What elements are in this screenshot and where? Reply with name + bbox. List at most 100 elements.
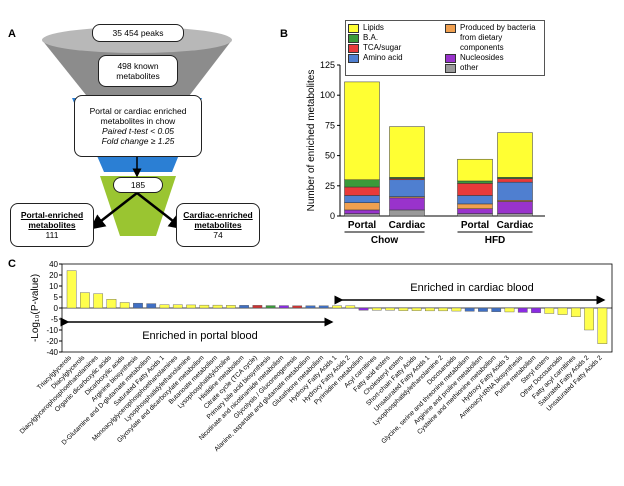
y-axis-label: Number of enriched metabolites bbox=[306, 70, 317, 212]
bar bbox=[464, 307, 475, 312]
bar-segment bbox=[389, 179, 425, 197]
bar bbox=[398, 307, 409, 311]
bar bbox=[292, 305, 303, 309]
bar-segment bbox=[457, 195, 493, 205]
bar-segment bbox=[497, 213, 533, 217]
legend-item: Produced by bacteria from dietary compon… bbox=[445, 23, 542, 53]
y-tick-label: 0 bbox=[54, 304, 59, 313]
bar-segment bbox=[457, 183, 493, 196]
bar bbox=[226, 305, 236, 309]
bar bbox=[265, 305, 276, 309]
legend: Lipids B.A. TCA/sugar Amino acid Produced by… bbox=[345, 20, 545, 76]
y-tick-label: -5 bbox=[51, 315, 59, 324]
bar bbox=[504, 307, 515, 313]
x-tick-label: Cardiac bbox=[389, 220, 426, 231]
legend-swatch bbox=[348, 34, 359, 43]
bar-segment bbox=[389, 126, 425, 178]
node-label: 498 known metabolites bbox=[116, 60, 160, 81]
x-tick-label: Cardiac bbox=[497, 220, 534, 231]
y-tick-label: 75 bbox=[325, 120, 335, 130]
y-tick-label: -20 bbox=[46, 337, 58, 346]
group-label: HFD bbox=[485, 235, 506, 246]
node-count: 111 bbox=[45, 230, 59, 241]
y-tick-label: 5 bbox=[54, 293, 59, 302]
y-tick-label: 25 bbox=[325, 181, 335, 191]
y-tick-label: -40 bbox=[46, 348, 58, 357]
bar bbox=[451, 307, 462, 312]
node: 185 bbox=[113, 177, 163, 193]
legend-label: Lipids bbox=[363, 23, 384, 32]
node-label: Portal-enriched metabolites bbox=[20, 209, 84, 230]
bar-segment bbox=[389, 209, 425, 217]
bar bbox=[597, 307, 608, 344]
bar bbox=[80, 292, 90, 309]
y-tick-label: 0 bbox=[330, 211, 335, 221]
bar bbox=[106, 299, 117, 309]
x-tick-label: Portal bbox=[461, 220, 490, 231]
bar bbox=[172, 304, 183, 309]
bar bbox=[93, 293, 104, 309]
bar-segment bbox=[457, 213, 493, 217]
bar bbox=[305, 305, 316, 309]
legend-label: other bbox=[460, 63, 479, 72]
y-tick-label: 20 bbox=[49, 271, 58, 280]
bar bbox=[358, 307, 369, 311]
bar-segment bbox=[497, 181, 533, 201]
panel-label: A bbox=[8, 28, 16, 40]
criterion: Paired t-test < 0.05 bbox=[101, 126, 175, 136]
arrow bbox=[136, 192, 184, 230]
node-label: Portal or cardiac enriched metabolites i… bbox=[89, 105, 187, 126]
legend-swatch bbox=[348, 54, 359, 63]
legend-label: Produced by bacteria from dietary compon… bbox=[460, 23, 536, 52]
bar bbox=[199, 304, 210, 309]
node: Portal or cardiac enriched metabolites i… bbox=[74, 95, 202, 157]
legend-swatch bbox=[348, 44, 359, 53]
node-label: 35 454 peaks bbox=[112, 27, 164, 38]
bar bbox=[584, 307, 594, 331]
bar bbox=[570, 307, 581, 318]
bar-segment bbox=[344, 195, 380, 203]
bar bbox=[517, 307, 528, 313]
legend-swatch bbox=[445, 24, 456, 33]
node-label: 185 bbox=[130, 179, 146, 190]
annotation: Enriched in cardiac blood bbox=[410, 282, 534, 294]
annotation: Enriched in portal blood bbox=[142, 330, 258, 342]
node: Cardiac-enriched metabolites 74 bbox=[176, 203, 260, 247]
bar bbox=[385, 307, 395, 311]
bar bbox=[252, 305, 263, 309]
bar-segment bbox=[457, 203, 493, 210]
node-count: 74 bbox=[213, 230, 223, 241]
bar bbox=[146, 303, 157, 309]
bar-segment bbox=[389, 197, 425, 211]
bar-segment bbox=[457, 180, 493, 184]
bar bbox=[425, 307, 435, 312]
group-label: Chow bbox=[371, 235, 398, 246]
bar bbox=[186, 304, 196, 309]
legend-item: B.A. bbox=[348, 33, 445, 43]
bar-segment bbox=[344, 213, 380, 217]
legend-label: Nucleosides bbox=[460, 53, 504, 62]
criterion: Fold change ≥ 1.25 bbox=[101, 136, 175, 147]
bar bbox=[66, 270, 77, 309]
bar-segment bbox=[344, 179, 380, 188]
bar bbox=[212, 304, 223, 309]
node: 35 454 peaks bbox=[92, 24, 184, 42]
bar bbox=[345, 305, 356, 309]
legend-item: Amino acid bbox=[348, 53, 445, 63]
y-tick-label: 50 bbox=[325, 151, 335, 161]
bar bbox=[119, 302, 130, 309]
bar-segment bbox=[344, 202, 380, 211]
legend-label: TCA/sugar bbox=[363, 43, 402, 52]
bar bbox=[544, 307, 555, 314]
bar bbox=[332, 305, 342, 309]
bar bbox=[531, 307, 541, 314]
bar-segment bbox=[497, 132, 533, 178]
legend-item: TCA/sugar bbox=[348, 43, 445, 53]
bar-segment bbox=[457, 158, 493, 182]
bar bbox=[478, 307, 488, 312]
y-tick-label: -10 bbox=[46, 326, 58, 335]
bar bbox=[159, 304, 170, 309]
legend-label: Amino acid bbox=[363, 53, 403, 62]
legend-item: Lipids bbox=[348, 23, 445, 33]
